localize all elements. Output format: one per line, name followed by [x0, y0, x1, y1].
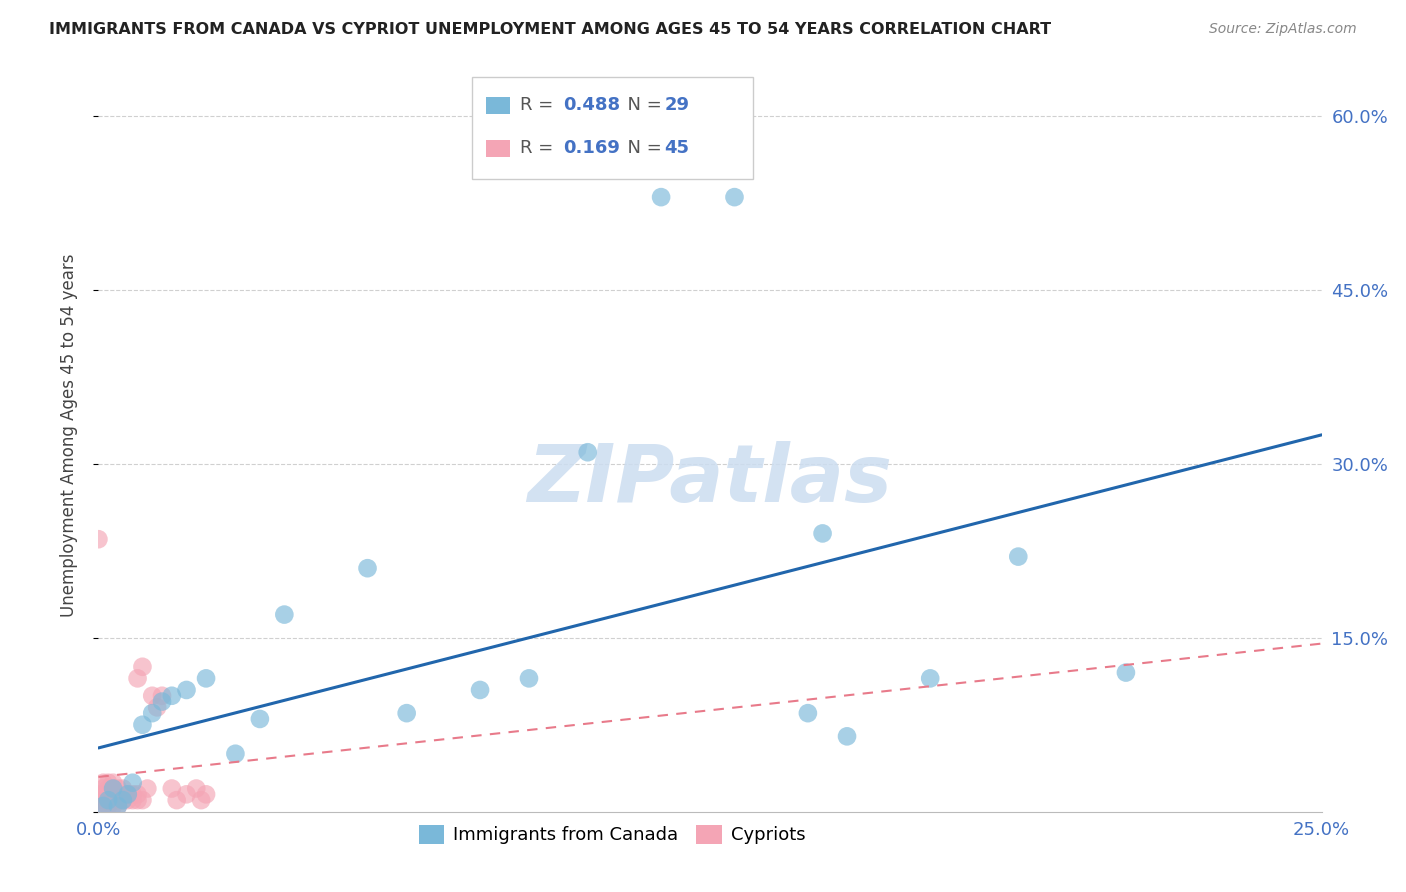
Text: IMMIGRANTS FROM CANADA VS CYPRIOT UNEMPLOYMENT AMONG AGES 45 TO 54 YEARS CORRELA: IMMIGRANTS FROM CANADA VS CYPRIOT UNEMPL…	[49, 22, 1052, 37]
Point	[111, 781, 134, 796]
Point	[91, 793, 114, 807]
Bar	[486, 97, 510, 114]
Point	[97, 781, 120, 796]
Point	[141, 689, 163, 703]
Point	[91, 781, 114, 796]
Y-axis label: Unemployment Among Ages 45 to 54 years: Unemployment Among Ages 45 to 54 years	[59, 253, 77, 616]
Point	[107, 793, 129, 807]
Point	[190, 793, 212, 807]
Point	[101, 788, 124, 801]
Point	[131, 717, 153, 731]
Point	[131, 660, 153, 674]
Point	[121, 788, 143, 801]
Bar	[486, 140, 510, 157]
Point	[97, 793, 120, 807]
Point	[117, 788, 139, 801]
Point	[111, 793, 134, 807]
Point	[224, 747, 246, 761]
Point	[517, 671, 540, 685]
Point	[107, 799, 129, 814]
Point	[920, 671, 942, 685]
Point	[356, 561, 378, 575]
Point	[395, 706, 418, 721]
Point	[1007, 549, 1029, 564]
Point	[97, 793, 120, 807]
Point	[91, 775, 114, 790]
Point	[87, 793, 110, 807]
Point	[127, 788, 149, 801]
Point	[166, 793, 188, 807]
Point	[97, 799, 120, 814]
Point	[101, 781, 124, 796]
Point	[117, 788, 139, 801]
Point	[176, 788, 198, 801]
Point	[121, 793, 143, 807]
Text: 0.169: 0.169	[562, 139, 620, 157]
Point	[273, 607, 295, 622]
Point	[101, 799, 124, 814]
Text: 45: 45	[665, 139, 689, 157]
Point	[195, 671, 218, 685]
Point	[101, 793, 124, 807]
Point	[160, 781, 183, 796]
Point	[186, 781, 208, 796]
Point	[101, 781, 124, 796]
Point	[87, 532, 110, 546]
Point	[87, 788, 110, 801]
Point	[150, 689, 173, 703]
FancyBboxPatch shape	[471, 77, 752, 178]
Point	[835, 730, 858, 744]
Point	[127, 793, 149, 807]
Point	[131, 793, 153, 807]
Point	[121, 775, 143, 790]
Point	[97, 775, 120, 790]
Point	[576, 445, 599, 459]
Point	[1115, 665, 1137, 680]
Point	[811, 526, 834, 541]
Point	[650, 190, 672, 204]
Text: N =: N =	[616, 96, 666, 114]
Point	[101, 775, 124, 790]
Point	[136, 781, 159, 796]
Point	[91, 788, 114, 801]
Point	[97, 788, 120, 801]
Legend: Immigrants from Canada, Cypriots: Immigrants from Canada, Cypriots	[412, 818, 813, 852]
Text: ZIPatlas: ZIPatlas	[527, 441, 893, 519]
Point	[468, 683, 491, 698]
Point	[107, 799, 129, 814]
Point	[127, 671, 149, 685]
Text: R =: R =	[520, 96, 560, 114]
Text: 0.488: 0.488	[562, 96, 620, 114]
Point	[160, 689, 183, 703]
Point	[723, 190, 745, 204]
Text: N =: N =	[616, 139, 666, 157]
Point	[111, 788, 134, 801]
Point	[150, 694, 173, 708]
Point	[111, 793, 134, 807]
Point	[797, 706, 820, 721]
Point	[91, 799, 114, 814]
Point	[195, 788, 218, 801]
Text: 29: 29	[665, 96, 689, 114]
Point	[91, 799, 114, 814]
Text: R =: R =	[520, 139, 560, 157]
Point	[146, 700, 169, 714]
Point	[87, 799, 110, 814]
Point	[176, 683, 198, 698]
Point	[249, 712, 271, 726]
Point	[107, 781, 129, 796]
Point	[141, 706, 163, 721]
Point	[107, 788, 129, 801]
Point	[117, 793, 139, 807]
Text: Source: ZipAtlas.com: Source: ZipAtlas.com	[1209, 22, 1357, 37]
